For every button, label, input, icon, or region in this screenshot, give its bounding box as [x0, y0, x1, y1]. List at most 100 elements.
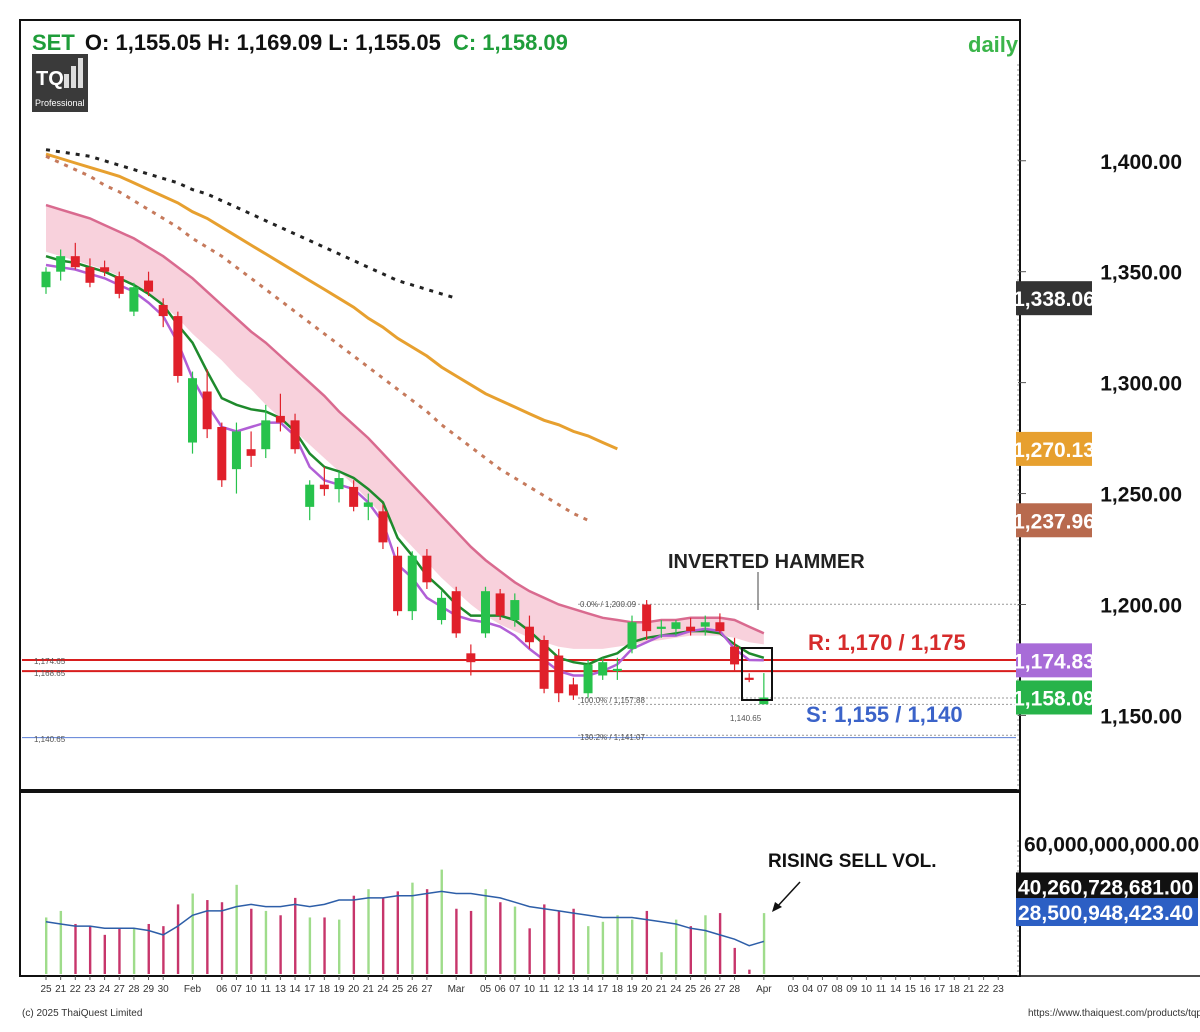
candle-body — [349, 486, 359, 507]
candle — [715, 613, 725, 634]
support-resistance-levels — [22, 603, 1016, 739]
date-label: 09 — [846, 984, 858, 995]
volume-tag-label: 28,500,948,423.40 — [1018, 902, 1193, 925]
price-tick-label: 1,400.00 — [1100, 151, 1182, 174]
date-label: 18 — [612, 984, 624, 995]
candle — [495, 588, 505, 621]
date-label: 25 — [685, 984, 697, 995]
candle — [56, 249, 66, 281]
rising-sell-vol-arrow-shaft — [775, 881, 801, 909]
candle — [41, 267, 51, 294]
candle-body — [583, 664, 593, 694]
date-label: 24 — [99, 984, 111, 995]
source-url: https://www.thaiquest.com/products/tqpro… — [1028, 1008, 1200, 1019]
date-label: 27 — [714, 984, 726, 995]
inverted-hammer-label: INVERTED HAMMER — [668, 551, 865, 573]
candle-body — [715, 622, 725, 632]
fib-100-label: 100.0% / 1,157.88 — [580, 696, 645, 705]
volume-bar — [132, 928, 136, 974]
price-tag: 1,270.13 — [1013, 431, 1095, 466]
candle-body — [290, 420, 300, 450]
candle — [100, 260, 110, 277]
candle-body — [305, 484, 315, 507]
volume-bar — [484, 889, 487, 974]
band-fill — [46, 205, 764, 649]
resistance-label: R: 1,170 / 1,175 — [808, 630, 966, 655]
support-label: S: 1,155 / 1,140 — [806, 702, 963, 727]
candle-body — [129, 287, 139, 312]
candle-body — [202, 391, 212, 430]
volume-bar — [601, 921, 605, 974]
candle — [319, 466, 329, 496]
candle-body — [598, 662, 608, 676]
date-label: 07 — [509, 984, 521, 995]
volume-bar — [762, 913, 766, 974]
candle-body — [275, 415, 285, 423]
candle — [275, 393, 285, 432]
candle-body — [319, 484, 329, 490]
candle — [671, 620, 681, 636]
date-label: 19 — [333, 984, 345, 995]
candle — [407, 551, 417, 621]
volume-bar — [74, 923, 77, 974]
candle — [114, 271, 124, 299]
candle — [481, 586, 490, 638]
price-tick-label: 1,350.00 — [1100, 262, 1182, 285]
fib-130-label: 130.2% / 1,141.07 — [580, 733, 645, 742]
candle — [554, 648, 564, 703]
volume-bar — [469, 910, 473, 974]
date-label: 21 — [55, 984, 67, 995]
volume-bar — [704, 915, 707, 974]
candle — [334, 471, 344, 503]
date-label: 20 — [348, 984, 360, 995]
volume-tag: 28,500,948,423.40 — [1016, 898, 1198, 927]
date-label: 26 — [700, 984, 712, 995]
date-label: Feb — [184, 984, 202, 995]
date-label: 20 — [641, 984, 653, 995]
volume-bar — [674, 919, 678, 974]
candle-body — [114, 276, 124, 294]
inverted-hammer-box — [741, 647, 773, 701]
rising-sell-vol-label: RISING SELL VOL. — [768, 851, 937, 872]
volume-bar — [425, 889, 429, 974]
date-label: 21 — [656, 984, 668, 995]
candle — [700, 615, 710, 636]
date-label: 17 — [934, 984, 946, 995]
candle — [246, 431, 256, 467]
candle-body — [261, 420, 271, 450]
date-label: 27 — [114, 984, 126, 995]
candle-body — [41, 271, 51, 288]
volume-bar — [279, 915, 282, 974]
candle — [539, 635, 549, 694]
price-tag-label: 1,174.83 — [1013, 650, 1095, 673]
date-label: 24 — [377, 984, 389, 995]
date-label: 17 — [597, 984, 609, 995]
copyright: (c) 2025 ThaiQuest Limited — [22, 1008, 142, 1019]
volume-bar — [396, 891, 399, 974]
candle — [70, 242, 80, 270]
volume-tag: 40,260,728,681.00 — [1016, 872, 1198, 901]
candle-body — [334, 478, 344, 490]
candle — [627, 615, 637, 654]
candle — [524, 615, 534, 649]
candle-body — [437, 597, 447, 621]
volume-bar — [294, 897, 297, 974]
candle-body — [246, 449, 256, 456]
indicator-lines — [45, 148, 765, 677]
volume-bar — [59, 910, 63, 974]
volume-bar — [250, 908, 253, 974]
date-label: 14 — [890, 984, 902, 995]
candle-body — [56, 256, 66, 272]
price-tag-label: 1,158.09 — [1013, 687, 1095, 710]
close-value: C: 1,158.09 — [453, 30, 568, 55]
candle — [129, 282, 139, 317]
candle — [363, 493, 373, 521]
volume-bar — [616, 915, 619, 974]
volume-bar — [147, 923, 150, 974]
price-tag: 1,174.83 — [1013, 643, 1095, 678]
date-label: 10 — [524, 984, 536, 995]
candle — [730, 637, 740, 672]
candle-body — [85, 267, 95, 283]
date-label: 23 — [84, 984, 96, 995]
